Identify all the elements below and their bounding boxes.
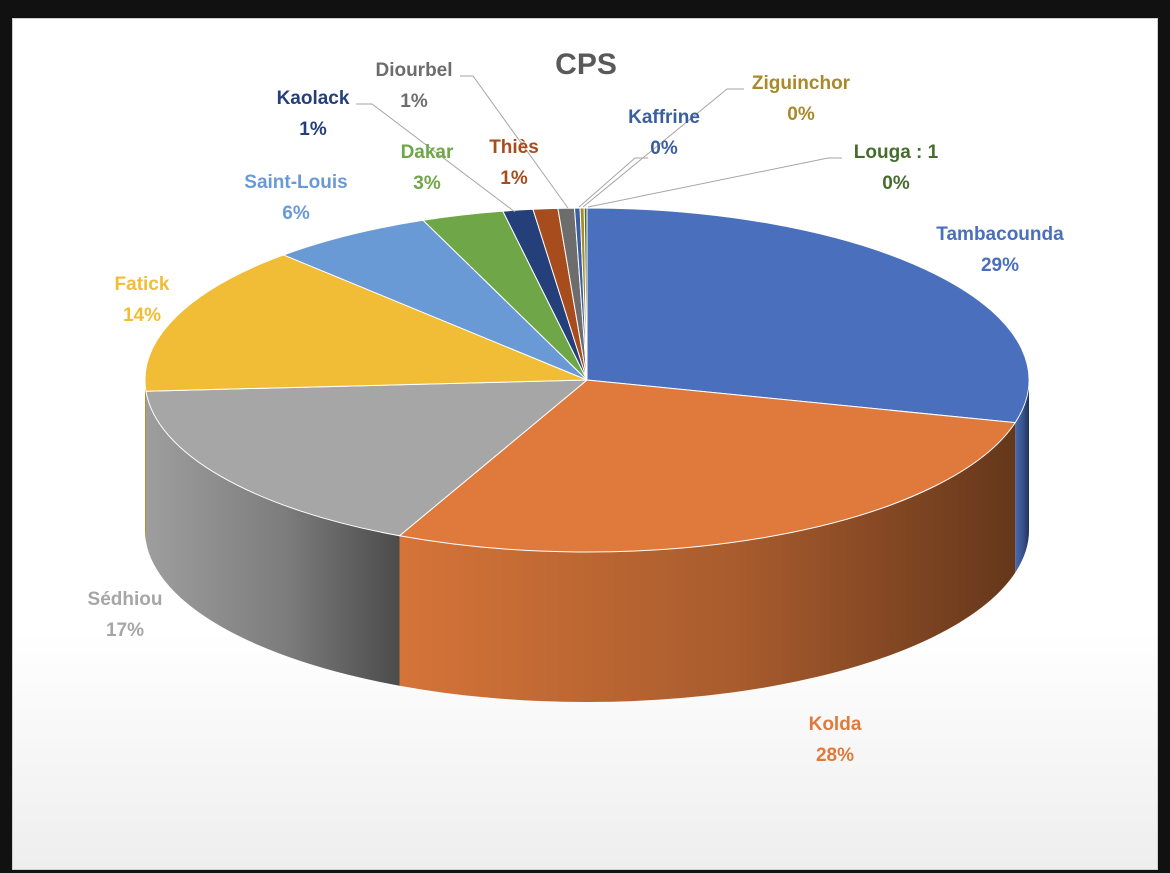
data-label-dakar-name: Dakar — [401, 142, 454, 163]
data-label-kaffrine-name: Kaffrine — [628, 107, 700, 128]
data-label-louga-1-name: Louga : 1 — [854, 142, 939, 163]
pie-slice-sedhiou[interactable] — [145, 379, 589, 537]
data-label-kaolack-name: Kaolack — [277, 88, 350, 109]
leader-line-kaffrine — [578, 157, 648, 208]
data-label-sedhiou-name: Sédhiou — [88, 589, 163, 610]
data-labels: Tambacounda 29% Kolda 28% Sédhiou 17% Fatick 14… — [88, 60, 1065, 766]
pie-slice-louga-1[interactable] — [583, 207, 588, 381]
leader-lines — [356, 75, 842, 213]
pie-side-sedhiou-shade — [145, 391, 400, 686]
data-label-saint-louis-percent: 6% — [282, 203, 310, 224]
data-label-diourbel-percent: 1% — [400, 91, 428, 112]
data-label-fatick-name: Fatick — [115, 274, 170, 295]
pie-side-tambacounda-shade — [1015, 380, 1029, 573]
data-label-saint-louis-name: Saint-Louis — [244, 172, 347, 193]
data-label-kaolack-percent: 1% — [299, 119, 327, 140]
data-label-thies-name: Thiès — [489, 137, 539, 158]
data-label-kolda-name: Kolda — [809, 714, 862, 735]
leader-line-diourbel — [460, 75, 569, 209]
chart-title: CPS — [555, 48, 617, 81]
data-label-tambacounda-name: Tambacounda — [936, 224, 1064, 245]
pie-side-kolda-shade — [399, 422, 1016, 702]
pie-sides — [145, 380, 1029, 702]
data-label-louga-1-percent: 0% — [882, 173, 910, 194]
data-label-kolda-percent: 28% — [816, 745, 854, 766]
pie-slice-saint-louis[interactable] — [282, 219, 588, 381]
data-label-kaffrine-percent: 0% — [650, 138, 678, 159]
data-label-dakar-percent: 3% — [413, 173, 441, 194]
leader-line-ziguinchor — [582, 88, 744, 208]
data-label-ziguinchor-percent: 0% — [787, 104, 815, 125]
data-label-fatick-percent: 14% — [123, 305, 161, 326]
pie-slice-tambacounda[interactable] — [586, 207, 1030, 424]
data-label-diourbel-name: Diourbel — [375, 60, 452, 81]
data-label-thies-percent: 1% — [500, 168, 528, 189]
data-label-sedhiou-percent: 17% — [106, 620, 144, 641]
data-label-tambacounda-percent: 29% — [981, 255, 1019, 276]
pie-slice-kolda[interactable] — [398, 379, 1017, 553]
pie-slices — [144, 207, 1030, 553]
data-label-ziguinchor-name: Ziguinchor — [752, 73, 851, 94]
pie-side-fatick-shade — [145, 380, 146, 542]
pie-slice-fatick[interactable] — [144, 254, 588, 392]
leader-line-kaolack — [356, 103, 516, 213]
leader-line-louga-1 — [587, 157, 842, 208]
